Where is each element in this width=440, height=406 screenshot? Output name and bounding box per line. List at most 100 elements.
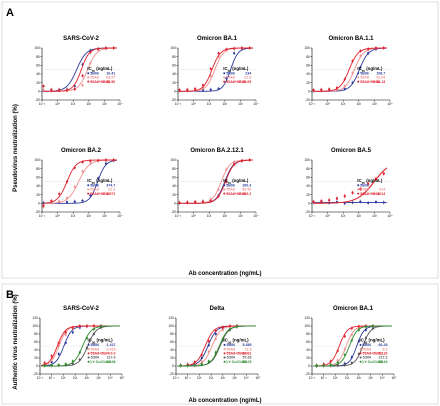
chart-5: Omicron BA.2.12.1 -20 0 20 40 60 80 100 10⁻¹ 10⁰ 1… bbox=[170, 148, 259, 218]
data-point bbox=[64, 362, 67, 366]
y-tick-label: 40 bbox=[34, 348, 38, 352]
y-tick-label: 100 bbox=[32, 324, 38, 328]
legend-name: 55A8+5B06 bbox=[90, 192, 109, 196]
legend-ic50: 1013 bbox=[377, 192, 385, 196]
x-tick-label: 10³ bbox=[368, 376, 373, 380]
data-point bbox=[382, 201, 385, 204]
x-tick-label: 10¹ bbox=[71, 102, 76, 106]
y-axis-label-a: Pseudovirus neutralization (%) bbox=[13, 104, 19, 192]
y-tick-label: 0 bbox=[174, 201, 176, 205]
y-tick-label: 80 bbox=[306, 167, 310, 171]
data-point bbox=[351, 81, 354, 84]
legend-marker bbox=[223, 80, 226, 83]
chart-7: SARS-CoV-2 -20 0 20 40 60 80 100 120 10⁻² 10⁻¹ 10⁰ 1… bbox=[32, 306, 125, 380]
data-point bbox=[336, 361, 339, 364]
data-point bbox=[97, 177, 100, 180]
data-point bbox=[50, 88, 53, 91]
legend-name: 55A8+5B06 bbox=[226, 192, 245, 196]
x-tick-label: 10⁰ bbox=[333, 376, 339, 380]
legend-marker bbox=[359, 360, 362, 363]
data-point bbox=[225, 168, 228, 171]
legend-marker bbox=[87, 76, 90, 79]
data-point bbox=[343, 335, 346, 338]
data-point bbox=[357, 340, 360, 343]
data-point bbox=[99, 325, 103, 328]
chart-title: SARS-CoV-2 bbox=[63, 306, 99, 312]
legend-ic50: 217.2 bbox=[379, 356, 388, 360]
legend-name: 5B06 bbox=[226, 71, 235, 75]
legend-name: 55A8 bbox=[91, 347, 100, 351]
legend-marker bbox=[87, 343, 90, 346]
data-point bbox=[322, 364, 325, 367]
x-tick-label: 10¹ bbox=[73, 376, 78, 380]
legend-marker bbox=[87, 360, 90, 363]
legend-name: 55A8 bbox=[360, 76, 369, 80]
legend-ic50: 11.9 bbox=[245, 347, 252, 351]
y-tick-label: 80 bbox=[172, 167, 176, 171]
legend-name: 55A8 bbox=[363, 347, 372, 351]
legend-ic50: 109.2 bbox=[242, 192, 251, 196]
y-tick-label: 60 bbox=[172, 175, 176, 179]
data-point bbox=[374, 200, 378, 204]
y-tick-label: 40 bbox=[172, 72, 176, 76]
data-point bbox=[343, 85, 346, 88]
x-axis-label-a: Ab concentration (ng/mL) bbox=[189, 271, 262, 277]
data-point bbox=[350, 361, 353, 364]
x-tick-label: 10⁻¹ bbox=[39, 102, 45, 106]
legend-name: 55A8+5B06 bbox=[363, 352, 382, 356]
data-point bbox=[350, 356, 353, 359]
curve-55a8-5b06 bbox=[43, 47, 117, 92]
ic50-header: IC50 (ng/mL) bbox=[223, 66, 249, 73]
legend-ic50: 22.3 bbox=[108, 188, 115, 192]
legend-marker bbox=[87, 188, 90, 191]
data-point bbox=[207, 360, 210, 363]
legend-name: 5B06 bbox=[90, 183, 99, 187]
legend-name: 55A8 bbox=[90, 188, 99, 192]
y-tick-label: 120 bbox=[168, 316, 174, 320]
data-point bbox=[112, 158, 115, 162]
legend-name: 55A8+5B06 bbox=[91, 352, 110, 356]
data-point bbox=[359, 66, 362, 69]
y-tick-label: 20 bbox=[36, 81, 40, 85]
legend-ic50: 8.3 bbox=[383, 347, 388, 351]
data-point bbox=[221, 328, 224, 332]
ic50-header: IC50 (ng/mL) bbox=[88, 338, 114, 345]
x-tick-label: 10⁵ bbox=[120, 376, 126, 380]
data-point bbox=[320, 88, 323, 91]
data-point bbox=[367, 47, 370, 50]
data-point bbox=[359, 54, 362, 57]
y-tick-label: 20 bbox=[172, 193, 176, 197]
x-tick-label: 10¹ bbox=[207, 102, 212, 106]
ic50-header: IC50 (ng/mL) bbox=[223, 178, 249, 185]
legend-ic50: 16.41 bbox=[106, 71, 115, 75]
x-tick-label: 10⁻¹ bbox=[175, 102, 181, 106]
data-point bbox=[336, 349, 339, 352]
data-point bbox=[248, 46, 251, 50]
x-tick-label: 10⁰ bbox=[191, 102, 197, 106]
y-tick-label: 120 bbox=[304, 316, 310, 320]
x-tick-label: 10¹ bbox=[345, 376, 350, 380]
data-point bbox=[57, 341, 60, 344]
data-point bbox=[89, 162, 92, 165]
data-point bbox=[179, 364, 182, 367]
x-tick-label: 10⁰ bbox=[325, 214, 331, 218]
x-tick-label: 10⁴ bbox=[254, 102, 260, 106]
data-point bbox=[343, 78, 346, 81]
x-tick-label: 10⁴ bbox=[118, 102, 124, 106]
legend-ic50: 117.4 bbox=[107, 356, 116, 360]
legend-ic50: 66.29 bbox=[379, 343, 388, 347]
data-point bbox=[78, 324, 81, 328]
legend-ic50: 15.09 bbox=[242, 80, 251, 84]
data-point bbox=[73, 166, 76, 169]
y-tick-label: 60 bbox=[306, 63, 310, 67]
data-point bbox=[200, 356, 203, 360]
x-tick-label: 10⁴ bbox=[244, 376, 250, 380]
legend-marker bbox=[223, 184, 226, 187]
chart-2: Omicron BA.1 -20 0 20 40 60 80 100 10⁻¹ 10⁰ 10¹ 10²… bbox=[170, 36, 259, 106]
ic50-header: IC50 (ng/mL) bbox=[87, 66, 113, 73]
data-point bbox=[57, 352, 60, 356]
data-point bbox=[200, 353, 203, 356]
data-point bbox=[65, 89, 69, 92]
legend-name: 5B06 bbox=[360, 71, 369, 75]
